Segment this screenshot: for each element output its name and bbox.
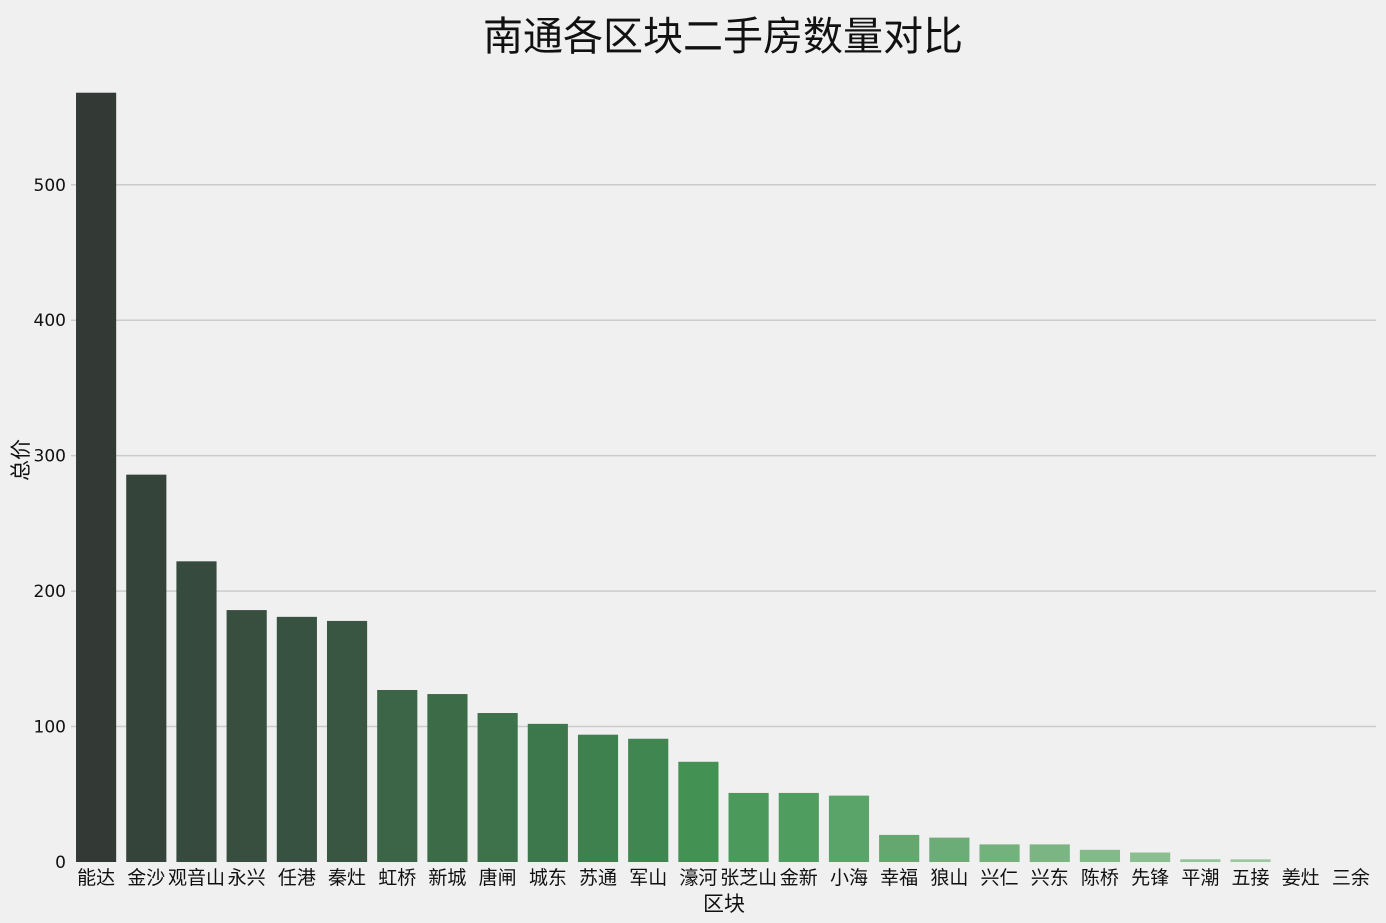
y-tick-label: 300 bbox=[34, 447, 66, 467]
y-tick-labels: 0 100 200 300 400 500 bbox=[34, 176, 66, 873]
x-tick-label: 姜灶 bbox=[1282, 867, 1320, 889]
x-tick-label: 濠河 bbox=[679, 867, 717, 889]
x-tick-label: 城东 bbox=[529, 867, 567, 889]
x-tick-label: 唐闸 bbox=[479, 867, 517, 889]
bar bbox=[126, 474, 167, 862]
bar bbox=[1029, 844, 1070, 862]
y-tick-label: 400 bbox=[34, 311, 66, 331]
x-tick-label: 五接 bbox=[1232, 867, 1270, 889]
bar bbox=[1079, 849, 1121, 862]
bar bbox=[326, 620, 368, 862]
x-tick-label: 任港 bbox=[278, 867, 316, 889]
x-tick-label: 兴东 bbox=[1031, 867, 1069, 889]
x-tick-label: 虹桥 bbox=[378, 867, 416, 889]
bar bbox=[527, 723, 568, 862]
bar bbox=[828, 795, 870, 862]
bar bbox=[577, 734, 619, 862]
x-tick-label: 兴仁 bbox=[981, 867, 1019, 889]
bar bbox=[427, 694, 468, 862]
y-tick-label: 0 bbox=[55, 853, 66, 873]
bar bbox=[477, 713, 518, 862]
x-tick-label: 张芝山 bbox=[720, 867, 777, 889]
bar bbox=[879, 834, 920, 862]
bar bbox=[1130, 852, 1171, 862]
y-axis-label: 总价 bbox=[9, 439, 33, 481]
bar bbox=[377, 689, 418, 862]
x-tick-label: 永兴 bbox=[228, 867, 266, 889]
bar bbox=[176, 561, 217, 862]
x-tick-labels: 能达 金沙 观音山 永兴 任港 秦灶 虹桥 新城 唐闸 城东 苏通 军山 濠河 张芝山 金新 小海 幸福 狼山 兴仁… bbox=[77, 867, 1370, 889]
x-tick-label: 军山 bbox=[629, 867, 667, 889]
bar bbox=[678, 761, 719, 862]
x-tick-label: 苏通 bbox=[579, 867, 617, 889]
bars bbox=[76, 92, 1271, 863]
bar bbox=[226, 610, 267, 862]
bar bbox=[929, 837, 970, 862]
x-tick-label: 幸福 bbox=[880, 867, 918, 889]
x-tick-label: 秦灶 bbox=[328, 867, 366, 889]
bar bbox=[979, 844, 1020, 862]
bar bbox=[628, 738, 669, 862]
x-axis-label: 区块 bbox=[703, 892, 745, 916]
y-tick-label: 200 bbox=[34, 582, 66, 602]
bar bbox=[778, 792, 819, 862]
x-tick-label: 小海 bbox=[830, 867, 868, 889]
x-tick-label: 狼山 bbox=[930, 867, 968, 889]
x-tick-label: 金沙 bbox=[127, 867, 165, 889]
y-tick-label: 500 bbox=[34, 176, 66, 196]
chart-title: 南通各区块二手房数量对比 bbox=[483, 14, 963, 60]
bar bbox=[1180, 859, 1221, 862]
bar bbox=[276, 616, 317, 862]
y-tick-label: 100 bbox=[34, 718, 66, 738]
x-tick-label: 金新 bbox=[780, 867, 818, 889]
bar bbox=[728, 792, 769, 862]
x-tick-label: 陈桥 bbox=[1081, 867, 1119, 889]
x-tick-label: 新城 bbox=[428, 867, 466, 889]
x-tick-label: 观音山 bbox=[168, 867, 225, 889]
x-tick-label: 三余 bbox=[1332, 867, 1370, 889]
x-tick-label: 平潮 bbox=[1181, 867, 1219, 889]
bar bbox=[1230, 859, 1271, 862]
bar bbox=[76, 92, 117, 863]
x-tick-label: 先锋 bbox=[1131, 867, 1169, 889]
x-tick-label: 能达 bbox=[77, 867, 115, 889]
